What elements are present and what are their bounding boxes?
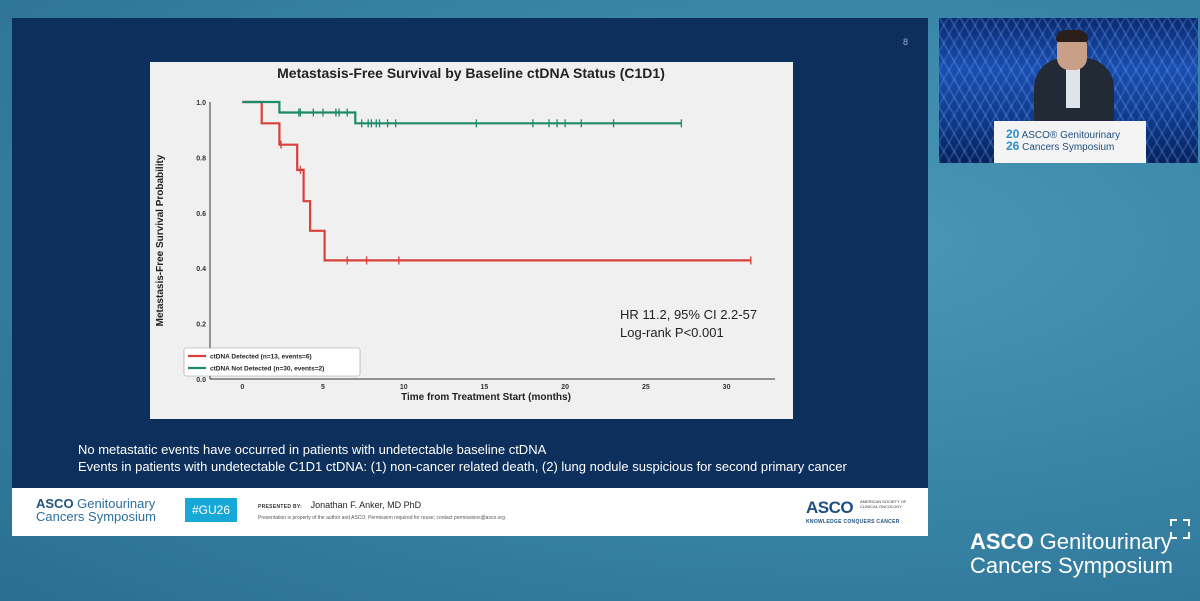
podium-year-top: 20 bbox=[1006, 127, 1020, 141]
footer-logo-line1: Genitourinary bbox=[73, 496, 156, 511]
annotation-line-2: Log-rank P<0.001 bbox=[620, 325, 724, 340]
podium-line2: Cancers Symposium bbox=[1022, 142, 1115, 153]
speaker-video-feed: 20 ASCO® Genitourinary 26 Cancers Sympos… bbox=[939, 18, 1198, 163]
y-tick-label: 0.0 bbox=[196, 377, 206, 384]
x-tick-label: 10 bbox=[400, 384, 408, 391]
x-tick-label: 20 bbox=[561, 384, 569, 391]
y-tick-label: 0.6 bbox=[196, 211, 206, 218]
hashtag-badge: #GU26 bbox=[185, 498, 237, 522]
x-tick-label: 30 bbox=[723, 384, 731, 391]
presenter-line: PRESENTED BY: Jonathan F. Anker, MD PhD bbox=[258, 500, 421, 510]
slide-page-number: 8 bbox=[902, 37, 908, 47]
x-tick-label: 0 bbox=[240, 384, 244, 391]
note-line-1: No metastatic events have occurred in pa… bbox=[78, 442, 547, 457]
asco-logo-text: ASCO bbox=[806, 498, 854, 517]
footer-logo-line2: Cancers Symposium bbox=[36, 509, 156, 524]
km-chart: Metastasis-Free Survival by Baseline ctD… bbox=[155, 65, 775, 403]
brand-line1: Genitourinary bbox=[1033, 529, 1172, 554]
x-tick-label: 25 bbox=[642, 384, 650, 391]
chart-title: Metastasis-Free Survival by Baseline ctD… bbox=[277, 65, 665, 81]
x-axis-label: Time from Treatment Start (months) bbox=[401, 392, 571, 403]
footer-logo-asco: ASCO bbox=[36, 496, 74, 511]
km-curve-series-1 bbox=[242, 100, 751, 262]
event-brand: ASCO Genitourinary Cancers Symposium bbox=[970, 530, 1173, 578]
slide-notes: No metastatic events have occurred in pa… bbox=[78, 441, 847, 475]
y-tick-label: 1.0 bbox=[196, 100, 206, 107]
legend-label-2: ctDNA Not Detected (n=30, events=2) bbox=[210, 366, 324, 373]
podium-year-bottom: 26 bbox=[1006, 139, 1020, 153]
presented-by-label: PRESENTED BY: bbox=[258, 504, 303, 510]
brand-asco: ASCO bbox=[970, 529, 1034, 554]
asco-tagline: KNOWLEDGE CONQUERS CANCER bbox=[806, 519, 900, 525]
legend-label-1: ctDNA Detected (n=13, events=6) bbox=[210, 354, 312, 361]
note-line-2: Events in patients with undetectable C1D… bbox=[78, 459, 847, 474]
presenter-name: Jonathan F. Anker, MD PhD bbox=[310, 500, 422, 510]
y-tick-label: 0.2 bbox=[196, 322, 206, 329]
brand-line2: Cancers Symposium bbox=[970, 553, 1173, 578]
asco-logo: ASCO AMERICAN SOCIETY OF CLINICAL ONCOLO… bbox=[806, 498, 906, 525]
property-notice: Presentation is property of the author a… bbox=[258, 515, 507, 521]
km-curve-series-2 bbox=[242, 100, 682, 125]
speaker-hair bbox=[1056, 30, 1088, 42]
asco-logo-small: AMERICAN SOCIETY OF CLINICAL ONCOLOGY bbox=[860, 499, 907, 509]
km-chart-panel: Metastasis-Free Survival by Baseline ctD… bbox=[150, 62, 793, 419]
y-axis-label: Metastasis-Free Survival Probability bbox=[155, 154, 166, 326]
speaker-shirt bbox=[1066, 68, 1080, 108]
legend-box bbox=[183, 347, 361, 377]
x-tick-label: 5 bbox=[321, 384, 325, 391]
fullscreen-icon[interactable] bbox=[1170, 519, 1190, 539]
podium: 20 ASCO® Genitourinary 26 Cancers Sympos… bbox=[994, 121, 1146, 163]
y-tick-label: 0.8 bbox=[196, 155, 206, 162]
y-tick-label: 0.4 bbox=[196, 266, 206, 273]
podium-line1: ASCO® Genitourinary bbox=[1021, 130, 1121, 141]
x-tick-label: 15 bbox=[481, 384, 489, 391]
slide-footer: ASCO Genitourinary Cancers Symposium #GU… bbox=[12, 488, 928, 536]
podium-sign: 20 ASCO® Genitourinary 26 Cancers Sympos… bbox=[1006, 127, 1121, 153]
presentation-slide: 8 Metastasis-Free Survival by Baseline c… bbox=[12, 18, 928, 536]
annotation-line-1: HR 11.2, 95% CI 2.2-57 bbox=[620, 307, 757, 322]
gu-symposium-logo: ASCO Genitourinary Cancers Symposium bbox=[36, 497, 156, 523]
